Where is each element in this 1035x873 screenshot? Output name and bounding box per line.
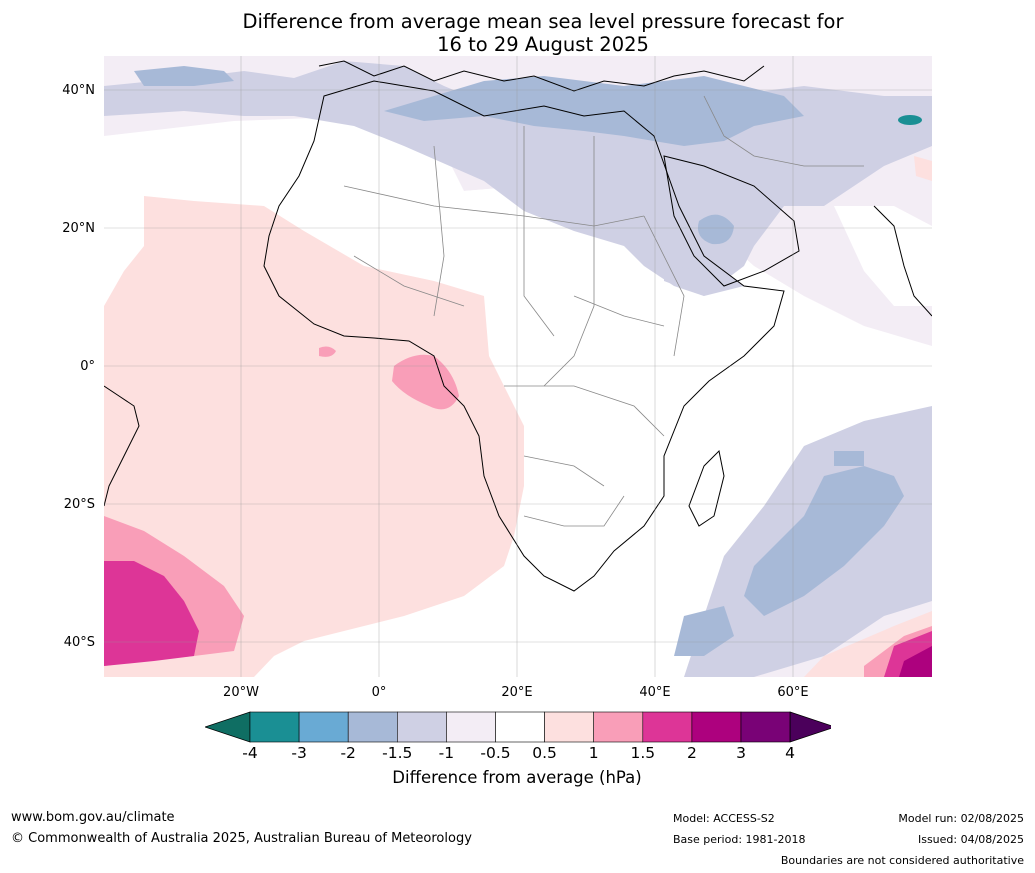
colorbar-tick-label: 0.5 [532, 744, 557, 762]
europe-coastline [318, 60, 765, 92]
colorbar-tick-label: 1.5 [630, 744, 656, 762]
pressure-anomaly-map [104, 56, 932, 677]
footer-model: Model: ACCESS-S2 [673, 812, 775, 825]
lat-label-equator: 0° [80, 359, 95, 374]
colorbar-swatch [740, 711, 791, 743]
anomaly-neg-3-spot [898, 115, 922, 125]
footer-website[interactable]: www.bom.gov.au/climate [11, 810, 175, 825]
south-america-coastline [104, 385, 140, 507]
colorbar-tick-label: -2 [340, 744, 356, 762]
lat-label-20n: 20°N [62, 221, 95, 236]
footer-disclaimer: Boundaries are not considered authoritat… [780, 854, 1024, 867]
india-coastline [873, 205, 932, 317]
colorbar-swatch [544, 711, 595, 743]
colorbar-swatch [495, 711, 545, 743]
colorbar-tick-label: -1.5 [382, 744, 413, 762]
map-title-line-2: 16 to 29 August 2025 [437, 33, 649, 56]
africa-coastline [263, 80, 785, 592]
colorbar-tick-label: 4 [785, 744, 796, 762]
colorbar-swatch [347, 711, 398, 743]
madagascar-coastline [688, 449, 725, 527]
colorbar-swatch [593, 711, 644, 743]
colorbar-swatch [397, 711, 447, 743]
colorbar-tick-label: 3 [736, 744, 746, 762]
colorbar-tick-label: -3 [291, 744, 307, 762]
footer-base-period: Base period: 1981-2018 [673, 833, 806, 846]
colorbar-title: Difference from average (hPa) [392, 768, 642, 787]
lon-label-0: 0° [371, 685, 387, 700]
anomaly-pos-2-region [899, 646, 932, 677]
colorbar-swatch [446, 711, 496, 743]
anomaly-neg-1-5-region [134, 66, 904, 656]
colorbar-tick-label: 2 [686, 744, 697, 762]
colorbar-tick-label: 1 [588, 744, 599, 762]
colorbar-swatch [642, 711, 693, 743]
lat-label-20s: 20°S [63, 497, 95, 512]
colorbar-tick-label: -4 [242, 744, 258, 762]
colorbar-swatch [691, 711, 742, 743]
lon-label-60e: 60°E [777, 685, 809, 700]
lon-label-20e: 20°E [501, 685, 533, 700]
colorbar-tick-label: -1 [438, 744, 455, 762]
lon-label-20w: 20°W [223, 685, 259, 700]
colorbar-extend-low [203, 711, 251, 743]
lat-label-40n: 40°N [62, 83, 95, 98]
arabia-coastline [663, 155, 800, 287]
colorbar-extend-high [789, 711, 837, 743]
colorbar-tick-label: -0.5 [480, 744, 511, 762]
lon-label-40e: 40°E [639, 685, 671, 700]
lat-label-40s: 40°S [63, 635, 95, 650]
map-title-line-1: Difference from average mean sea level p… [242, 10, 844, 33]
country-borders [343, 95, 864, 527]
footer-model-run: Model run: 02/08/2025 [898, 812, 1024, 825]
footer-copyright: © Commonwealth of Australia 2025, Austra… [11, 831, 472, 846]
map-gridlines [104, 56, 932, 677]
colorbar-swatch [249, 711, 300, 743]
colorbar-swatch [298, 711, 349, 743]
colorbar [203, 711, 837, 747]
footer-issued: Issued: 04/08/2025 [917, 833, 1024, 846]
